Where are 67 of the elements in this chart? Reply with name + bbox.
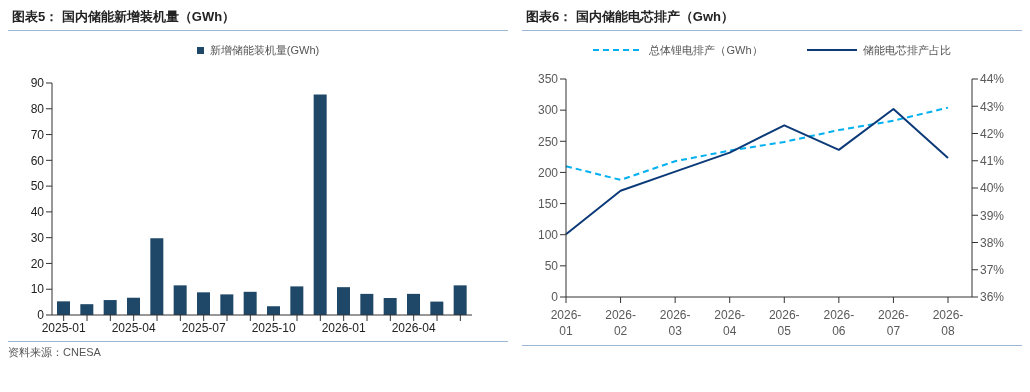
y-tick-label: 60 [30, 153, 45, 168]
y-tick-label: 150 [537, 196, 559, 211]
text: 资料来源：CNESA [8, 346, 101, 358]
y-tick-label: 250 [537, 134, 559, 149]
x-tick-label: 2026-05 [768, 308, 800, 338]
bar [243, 291, 257, 315]
bar [220, 294, 234, 315]
y-tick-label: 50 [544, 259, 559, 274]
y2-tick-label: 43% [980, 99, 1005, 114]
y-tick-label: 70 [30, 127, 45, 142]
y2-tick-label: 44% [980, 72, 1005, 87]
y2-tick-label: 40% [980, 181, 1005, 196]
x-tick-label: 2026-04 [714, 308, 746, 338]
x-tick-label: 2025-01 [41, 320, 87, 335]
y-tick-label: 10 [30, 282, 45, 297]
y-tick-label: 300 [537, 103, 559, 118]
y-tick-label: 30 [30, 230, 45, 245]
x-tick-label: 2026-02 [605, 308, 636, 338]
chart-title: 图表5： 国内储能新增装机量（GWh） [8, 8, 508, 31]
y2-tick-label: 42% [980, 126, 1005, 141]
bar [197, 292, 210, 315]
bar [57, 301, 70, 315]
x-tick-label: 2025-10 [251, 320, 297, 335]
y-tick-label: 200 [537, 165, 559, 180]
bar [407, 293, 420, 315]
bar [360, 293, 374, 315]
y2-tick-label: 36% [980, 290, 1005, 305]
x-tick-label: 2026-07 [878, 308, 909, 338]
legend-label: 总体锂电排产（GWh） [648, 42, 763, 58]
y-tick-label: 350 [537, 72, 559, 87]
line-series [565, 106, 949, 181]
bar [173, 285, 187, 315]
x-tick-label: 2026-01 [321, 320, 367, 335]
bar [430, 301, 444, 315]
line-series [565, 107, 949, 236]
x-tick-label: 2025-07 [181, 320, 227, 335]
y-tick-label: 80 [30, 102, 45, 117]
bar [267, 306, 280, 315]
bar [453, 285, 467, 315]
legend-label: 新增储能装机量(GWh) [208, 42, 320, 58]
y2-tick-label: 41% [980, 154, 1005, 169]
y-tick-label: 50 [30, 179, 45, 194]
y2-tick-label: 38% [980, 235, 1005, 250]
x-tick-label: 2025-04 [111, 320, 157, 335]
x-tick-label: 2026-08 [932, 308, 964, 338]
legend-label: 储能电芯排产占比 [861, 42, 951, 58]
bar [80, 304, 94, 315]
y-tick-label: 90 [30, 76, 45, 91]
bar [337, 287, 350, 315]
bar [103, 300, 117, 315]
bar [383, 297, 397, 315]
bar [150, 238, 164, 315]
bar [127, 297, 140, 315]
y-tick-label: 20 [30, 256, 45, 271]
y-tick-label: 100 [537, 227, 559, 242]
x-tick-label: 2026-01 [550, 308, 582, 338]
x-tick-label: 2026-03 [659, 308, 691, 338]
y-tick-label: 0 [37, 308, 45, 323]
bar [290, 286, 304, 315]
x-tick-label: 2026-06 [823, 308, 855, 338]
y-tick-label: 40 [30, 205, 45, 220]
y2-tick-label: 39% [980, 208, 1005, 223]
y2-tick-label: 37% [980, 263, 1005, 278]
y-tick-label: 0 [551, 290, 559, 305]
x-tick-label: 2026-04 [391, 320, 437, 335]
chart-title: 图表6： 国内储能电芯排产（Gwh） [522, 8, 1022, 31]
bar [313, 94, 327, 315]
